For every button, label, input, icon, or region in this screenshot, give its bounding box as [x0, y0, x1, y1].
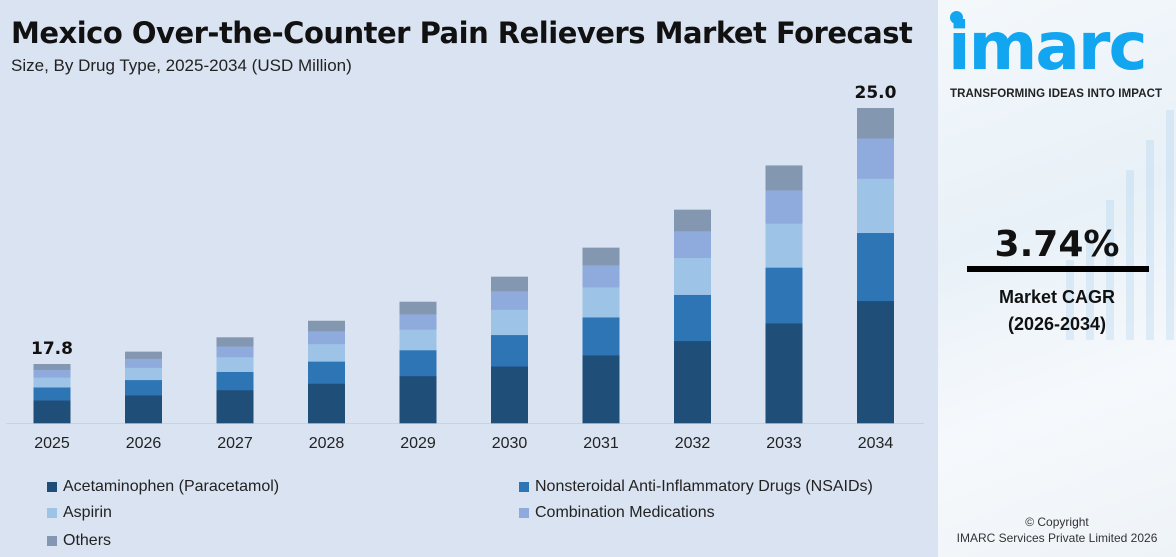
bar-segment-2029-1	[399, 350, 437, 377]
copyright-line-2: IMARC Services Private Limited 2026	[956, 531, 1158, 545]
bar-segment-2032-2	[674, 257, 711, 295]
bar-segment-2025-2	[33, 377, 71, 388]
bar-segment-2033-2	[765, 223, 803, 268]
bar-segment-2026-1	[125, 379, 162, 396]
bar-segment-2027-3	[216, 346, 254, 358]
bar-segment-2030-2	[491, 309, 528, 336]
chart-title: Mexico Over-the-Counter Pain Relievers M…	[11, 16, 913, 50]
bar-segment-2033-0	[765, 323, 803, 424]
bar-segment-2030-0	[491, 366, 528, 424]
bar-segment-2026-2	[125, 367, 162, 381]
stacked-bar-chart: 2025 17.8 2026 2027 2028 2029 2030 2031 2032 2033…	[6, 83, 924, 452]
bar-segment-2032-4	[674, 209, 711, 232]
bar-segment-2026-3	[125, 358, 162, 368]
bar-segment-2030-1	[491, 334, 528, 367]
bar-segment-2029-2	[399, 329, 437, 351]
bar-segment-2034-1	[857, 232, 894, 302]
sidebar-panel: imarc TRANSFORMING IDEAS INTO IMPACT 3.7…	[938, 0, 1176, 557]
cagr-value: 3.74%	[994, 224, 1120, 265]
legend-item-nsaids: Nonsteroidal Anti-Inflammatory Drugs (NS…	[519, 478, 873, 496]
legend-item-aspirin: Aspirin	[47, 504, 112, 522]
bar-segment-2028-3	[308, 331, 345, 345]
x-tick-label: 2029	[400, 435, 436, 452]
bar-segment-2030-3	[491, 291, 528, 310]
bar-segment-2031-2	[582, 287, 620, 318]
legend-swatch	[47, 536, 57, 546]
legend-item-combination: Combination Medications	[519, 504, 715, 522]
bar-segment-2031-0	[582, 355, 620, 424]
legend-swatch	[519, 482, 529, 492]
x-tick-label: 2028	[309, 435, 345, 452]
legend-label: Combination Medications	[535, 504, 715, 521]
bar-segment-2034-2	[857, 178, 894, 234]
bar-segment-2026-0	[125, 395, 162, 424]
x-tick-label: 2034	[858, 435, 894, 452]
cagr-label: Market CAGR (2026-2034)	[938, 284, 1176, 338]
bar-segment-2029-3	[399, 314, 437, 330]
bar-segment-2029-0	[399, 375, 437, 424]
legend-swatch	[47, 482, 57, 492]
bar-segment-2033-4	[765, 165, 803, 191]
x-tick-label: 2031	[583, 435, 619, 452]
x-tick-label: 2025	[34, 435, 70, 452]
legend-swatch	[519, 508, 529, 518]
bar-segment-2031-4	[582, 247, 620, 266]
x-tick-label: 2033	[766, 435, 802, 452]
bar-segment-2034-3	[857, 138, 894, 179]
total-data-label: 25.0	[855, 83, 897, 103]
logo-dot	[950, 11, 963, 24]
chart-subtitle: Size, By Drug Type, 2025-2034 (USD Milli…	[11, 56, 352, 75]
bar-segment-2027-4	[216, 337, 254, 347]
bar-segment-2027-2	[216, 356, 254, 372]
bar-segment-2031-1	[582, 317, 620, 356]
x-tick-label: 2026	[126, 435, 162, 452]
bar-segment-2033-1	[765, 267, 803, 324]
legend-label: Nonsteroidal Anti-Inflammatory Drugs (NS…	[535, 478, 873, 495]
bar-segment-2032-0	[674, 340, 711, 424]
imarc-logo: imarc	[948, 8, 1148, 85]
bar-segment-2034-4	[857, 108, 894, 139]
bar-segment-2034-0	[857, 300, 894, 424]
bar-segment-2026-4	[125, 351, 162, 359]
bar-segment-2028-4	[308, 320, 345, 332]
bar-segment-2028-1	[308, 361, 345, 384]
bar-segment-2025-3	[33, 369, 71, 378]
legend-swatch	[47, 508, 57, 518]
total-data-label: 17.8	[31, 339, 73, 359]
bar-segment-2030-4	[491, 276, 528, 292]
legend-label: Aspirin	[63, 504, 112, 521]
logo-tagline: TRANSFORMING IDEAS INTO IMPACT	[950, 88, 1163, 100]
x-tick-label: 2030	[492, 435, 528, 452]
x-tick-label: 2032	[675, 435, 711, 452]
bar-segment-2032-1	[674, 294, 711, 342]
cagr-divider	[967, 266, 1149, 272]
bar-segment-2025-0	[33, 400, 71, 424]
bar-segment-2027-1	[216, 371, 254, 391]
legend-item-others: Others	[47, 532, 111, 550]
bar-segment-2033-3	[765, 190, 803, 224]
bar-segment-2025-1	[33, 387, 71, 401]
copyright: © Copyright IMARC Services Private Limit…	[938, 514, 1176, 546]
bar-segment-2028-2	[308, 343, 345, 362]
bar-segment-2029-4	[399, 301, 437, 315]
bar-segment-2027-0	[216, 389, 254, 424]
x-tick-label: 2027	[217, 435, 253, 452]
bar-segment-2032-3	[674, 230, 711, 259]
bar-segment-2031-3	[582, 265, 620, 288]
legend-item-acetaminophen: Acetaminophen (Paracetamol)	[47, 478, 279, 496]
legend-label: Others	[63, 532, 112, 549]
cagr-label-text: Market CAGR	[998, 287, 1116, 307]
cagr-period: (2026-2034)	[1007, 314, 1107, 334]
legend-label: Acetaminophen (Paracetamol)	[63, 478, 280, 495]
bar-segment-2028-0	[308, 383, 345, 424]
bar-segment-2025-4	[33, 364, 71, 370]
chart-panel: Mexico Over-the-Counter Pain Relievers M…	[0, 0, 938, 557]
copyright-line-1: © Copyright	[1025, 515, 1089, 529]
